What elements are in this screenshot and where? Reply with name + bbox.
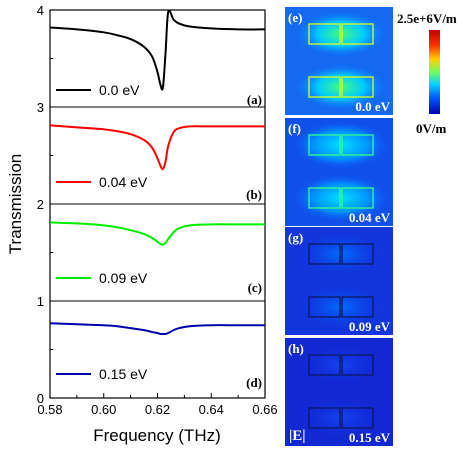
resonator-box xyxy=(341,296,374,318)
x-axis-title: Frequency (THz) xyxy=(93,426,221,445)
legend-label: 0.15 eV xyxy=(99,366,148,382)
field-map-tag: (h) xyxy=(288,341,304,356)
series-line-panel-1 xyxy=(49,9,266,91)
colorbar: 2.5e+6V/m 0V/m xyxy=(397,11,457,136)
y-tick-label: 2 xyxy=(37,197,44,212)
panel-dividers xyxy=(50,106,265,302)
resonator-box xyxy=(341,243,374,265)
legend-group: 0.0 eV 0.04 eV 0.09 eV 0.15 eV xyxy=(56,82,148,382)
field-hotspot xyxy=(293,10,389,58)
resonator-box xyxy=(341,187,374,209)
field-map-h: (h) 0.15 eV xyxy=(285,338,393,446)
resonator-box xyxy=(308,407,341,429)
legend-label: 0.0 eV xyxy=(99,82,140,98)
panel-tag-c: (c) xyxy=(248,280,262,295)
panel-tags: (a) (b) (c) (d) xyxy=(246,92,262,390)
colorbar-max-label: 2.5e+6V/m xyxy=(397,11,457,26)
y-axis-title: Transmission xyxy=(6,154,25,254)
resonator-box xyxy=(341,134,374,156)
field-hotspot xyxy=(293,121,389,169)
field-map-group: (e) 0.0 eV (f) 0.04 eV (g) 0.09 eV (h) 0.15 eV xyxy=(285,7,393,446)
resonator-box xyxy=(308,187,341,209)
x-tick-label: 0.58 xyxy=(37,402,62,417)
field-hotspot xyxy=(293,394,389,442)
x-tick-label: 0.62 xyxy=(145,402,170,417)
field-hotspot xyxy=(293,63,389,111)
y-tick-label: 0 xyxy=(37,391,44,406)
panel-tag-b: (b) xyxy=(246,187,262,202)
resonator-box xyxy=(341,354,374,376)
field-hotspot xyxy=(293,174,389,222)
y-tick-label: 3 xyxy=(37,100,44,115)
resonator-box xyxy=(308,134,341,156)
y-tick-label: 1 xyxy=(37,294,44,309)
field-hotspot xyxy=(293,283,389,331)
field-map-caption: 0.04 eV xyxy=(349,210,391,225)
series-line-panel-4 xyxy=(49,322,265,336)
resonator-box xyxy=(341,407,374,429)
field-map-tag: (f) xyxy=(288,121,301,136)
resonator-box xyxy=(308,76,341,98)
colorbar-min-label: 0V/m xyxy=(416,121,447,136)
series-group xyxy=(49,9,266,336)
resonator-box xyxy=(308,354,341,376)
resonator-box xyxy=(341,23,374,45)
resonator-box xyxy=(308,23,341,45)
x-tick-label: 0.60 xyxy=(91,402,116,417)
resonator-box xyxy=(341,76,374,98)
panel-tag-d: (d) xyxy=(246,375,262,390)
field-hotspot xyxy=(293,230,389,278)
x-tick-label: 0.64 xyxy=(199,402,224,417)
field-map-e: (e) 0.0 eV xyxy=(285,7,393,115)
field-symbol: |E| xyxy=(289,428,306,444)
series-line-panel-2 xyxy=(49,124,265,171)
field-map-f: (f) 0.04 eV xyxy=(285,118,393,226)
field-hotspot xyxy=(293,341,389,389)
field-map-caption: 0.15 eV xyxy=(349,430,391,445)
field-map-g: (g) 0.09 eV xyxy=(285,227,393,335)
field-map-tag: (e) xyxy=(288,10,302,25)
panel-tag-a: (a) xyxy=(247,92,262,107)
colorbar-scale xyxy=(429,30,440,114)
field-map-tag: (g) xyxy=(288,230,303,245)
axis-ticks: 0.58 0.60 0.62 0.64 0.66 0 1 2 3 4 xyxy=(37,3,278,417)
series-line-panel-3 xyxy=(49,221,265,246)
x-tick-label: 0.66 xyxy=(252,402,277,417)
resonator-box xyxy=(308,243,341,265)
field-map-caption: 0.0 eV xyxy=(355,99,390,114)
resonator-box xyxy=(308,296,341,318)
legend-label: 0.09 eV xyxy=(99,270,148,286)
field-map-caption: 0.09 eV xyxy=(349,319,391,334)
legend-label: 0.04 eV xyxy=(99,174,148,190)
y-tick-label: 4 xyxy=(37,3,44,18)
